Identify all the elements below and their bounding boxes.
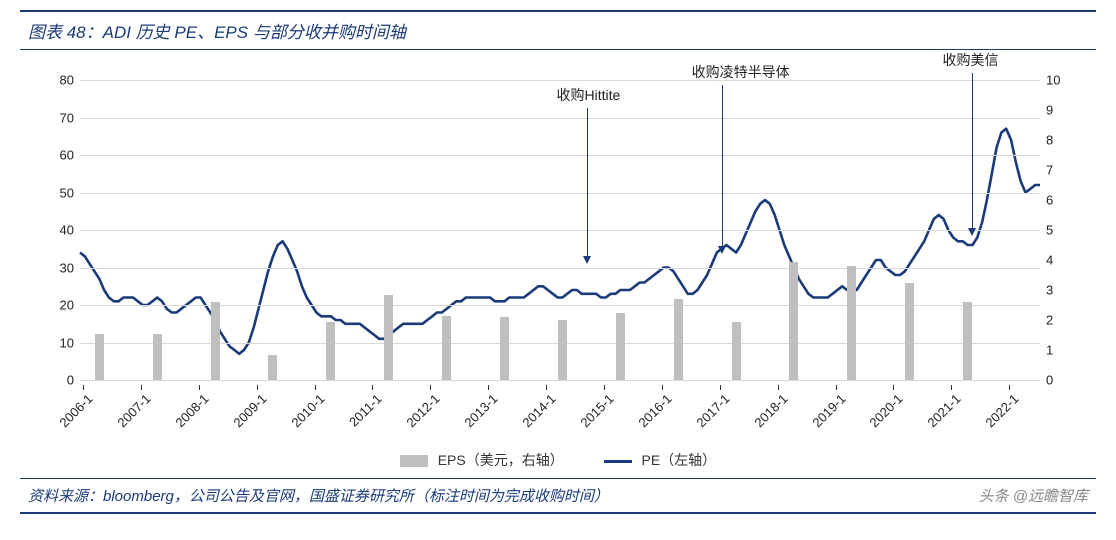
- ytick-right: 8: [1046, 133, 1053, 148]
- eps-bar: [616, 313, 625, 381]
- xtick: [199, 385, 200, 390]
- ytick-right: 7: [1046, 163, 1053, 178]
- ytick-right: 5: [1046, 223, 1053, 238]
- ytick-right: 9: [1046, 103, 1053, 118]
- eps-bar: [963, 302, 972, 380]
- bar-swatch-icon: [400, 455, 428, 467]
- ytick-right: 2: [1046, 313, 1053, 328]
- xlabel: 2013-1: [462, 391, 501, 430]
- eps-bar: [442, 316, 451, 381]
- xtick: [778, 385, 779, 390]
- ytick-right: 4: [1046, 253, 1053, 268]
- ytick-right: 10: [1046, 73, 1060, 88]
- eps-bar: [847, 266, 856, 380]
- legend-pe: PE（左轴）: [604, 450, 717, 470]
- eps-bar: [558, 320, 567, 380]
- xtick: [951, 385, 952, 390]
- xlabel: 2017-1: [693, 391, 732, 430]
- xlabel: 2010-1: [288, 391, 327, 430]
- xtick: [1009, 385, 1010, 390]
- annotation-arrow-line: [972, 73, 973, 230]
- eps-bar: [268, 355, 277, 381]
- xlabel: 2019-1: [809, 391, 848, 430]
- chart-title: 图表 48：ADI 历史 PE、EPS 与部分收并购时间轴: [28, 18, 1088, 43]
- ytick-right: 6: [1046, 193, 1053, 208]
- xtick: [315, 385, 316, 390]
- eps-bar: [674, 299, 683, 380]
- legend-eps-label: EPS（美元，右轴）: [438, 452, 564, 468]
- line-swatch-icon: [604, 460, 632, 463]
- eps-bar: [153, 334, 162, 381]
- ytick-right: 0: [1046, 373, 1053, 388]
- xtick: [488, 385, 489, 390]
- xlabel: 2006-1: [56, 391, 95, 430]
- source-text: 资料来源：bloomberg，公司公告及官网，国盛证券研究所（标注时间为完成收购…: [28, 485, 609, 506]
- eps-bar: [326, 322, 335, 381]
- eps-bar: [500, 317, 509, 380]
- legend-pe-label: PE（左轴）: [642, 452, 717, 468]
- ytick-left: 80: [60, 73, 74, 88]
- arrow-down-icon: [718, 246, 726, 254]
- xtick: [546, 385, 547, 390]
- chart-area: 01020304050607080012345678910 2006-12007…: [20, 70, 1096, 470]
- ytick-right: 1: [1046, 343, 1053, 358]
- figure-container: 图表 48：ADI 历史 PE、EPS 与部分收并购时间轴 0102030405…: [0, 0, 1116, 540]
- eps-bar: [905, 283, 914, 381]
- ytick-left: 20: [60, 298, 74, 313]
- annotation-arrow-line: [722, 85, 723, 248]
- plot-area: 01020304050607080012345678910: [80, 80, 1040, 380]
- eps-bar: [384, 295, 393, 381]
- ytick-left: 60: [60, 148, 74, 163]
- annotation-arrow-line: [587, 108, 588, 258]
- xtick: [83, 385, 84, 390]
- legend: EPS（美元，右轴） PE（左轴）: [20, 450, 1096, 470]
- xtick: [720, 385, 721, 390]
- xtick: [257, 385, 258, 390]
- annotation-label: 收购Hittite: [557, 85, 621, 105]
- ytick-left: 30: [60, 260, 74, 275]
- ytick-left: 0: [67, 373, 74, 388]
- title-bar: 图表 48：ADI 历史 PE、EPS 与部分收并购时间轴: [20, 10, 1096, 50]
- xlabel: 2016-1: [635, 391, 674, 430]
- xlabel: 2007-1: [114, 391, 153, 430]
- xlabel: 2021-1: [925, 391, 964, 430]
- xlabel: 2022-1: [983, 391, 1022, 430]
- xtick: [836, 385, 837, 390]
- xlabel: 2014-1: [519, 391, 558, 430]
- eps-bar: [211, 302, 220, 380]
- annotation-label: 收购美信: [942, 50, 998, 70]
- xtick: [372, 385, 373, 390]
- watermark-text: 头条 @远瞻智库: [979, 485, 1088, 506]
- eps-bar: [95, 334, 104, 381]
- xtick: [141, 385, 142, 390]
- xlabel: 2012-1: [404, 391, 443, 430]
- legend-eps: EPS（美元，右轴）: [400, 450, 564, 470]
- ytick-left: 70: [60, 110, 74, 125]
- xtick: [662, 385, 663, 390]
- xtick: [604, 385, 605, 390]
- eps-bar: [732, 322, 741, 381]
- ytick-left: 50: [60, 185, 74, 200]
- eps-bar: [789, 262, 798, 381]
- arrow-down-icon: [968, 228, 976, 236]
- xtick: [430, 385, 431, 390]
- xlabel: 2011-1: [346, 391, 385, 430]
- annotation-label: 收购凌特半导体: [692, 62, 790, 82]
- xlabel: 2008-1: [172, 391, 211, 430]
- xtick: [893, 385, 894, 390]
- footer-bar: 资料来源：bloomberg，公司公告及官网，国盛证券研究所（标注时间为完成收购…: [20, 478, 1096, 514]
- xlabel: 2020-1: [867, 391, 906, 430]
- arrow-down-icon: [583, 256, 591, 264]
- ytick-left: 10: [60, 335, 74, 350]
- ytick-right: 3: [1046, 283, 1053, 298]
- xlabel: 2018-1: [751, 391, 790, 430]
- xlabel: 2009-1: [230, 391, 269, 430]
- xlabel: 2015-1: [577, 391, 616, 430]
- ytick-left: 40: [60, 223, 74, 238]
